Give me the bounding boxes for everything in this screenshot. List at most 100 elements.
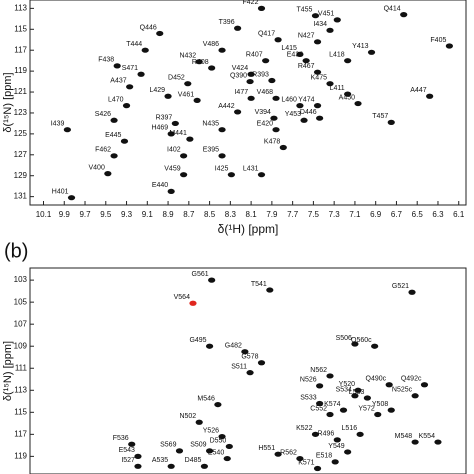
peak: [326, 81, 334, 87]
peak-label: D550: [210, 437, 227, 444]
peak: [333, 17, 341, 23]
y-tick-label: 131: [14, 192, 28, 201]
peak-label: I439: [51, 121, 65, 128]
y-tick-label: 117: [14, 429, 27, 438]
peak: [184, 81, 192, 87]
peak-label: V424: [232, 65, 248, 72]
peak: [180, 172, 188, 178]
peak-label: V459: [164, 166, 180, 173]
peak-label: V461: [178, 91, 194, 98]
peak-label: Y474: [298, 96, 314, 103]
peak-label: I527: [121, 457, 135, 464]
peak-label: S471: [122, 65, 138, 72]
peak: [234, 25, 242, 31]
peak: [313, 465, 322, 472]
peak: [316, 400, 324, 407]
y-tick-label: 103: [14, 275, 28, 284]
peak: [234, 109, 242, 115]
peak-label: N427: [298, 33, 315, 40]
peak: [141, 47, 149, 53]
peak-label: M441: [169, 130, 187, 137]
peak-label: Y508: [372, 401, 388, 408]
y-tick-label: 125: [14, 129, 28, 138]
x-tick-label: 6.9: [370, 210, 382, 219]
peak: [246, 78, 254, 85]
y-tick-label: 105: [14, 297, 28, 306]
peak: [246, 370, 254, 376]
y-tick-label: 123: [14, 108, 28, 117]
peak: [156, 30, 164, 37]
peak: [186, 136, 194, 142]
x-tick-label: 7.5: [308, 210, 320, 219]
peak: [218, 47, 226, 53]
peak-label: G495: [189, 337, 206, 344]
peak: [279, 144, 287, 151]
peak: [167, 131, 175, 137]
peak-label: D446: [300, 109, 317, 116]
peak-label: Y413: [352, 43, 368, 50]
y-axis-title: δ(¹⁵N) [ppm]: [2, 72, 14, 132]
peak-label: L553: [349, 389, 365, 396]
peak: [110, 153, 118, 159]
peak-label: N526: [300, 377, 317, 384]
peak: [137, 71, 145, 77]
peak-label: I434: [313, 21, 327, 28]
x-tick-label: 7.7: [287, 210, 299, 219]
panel-label: (b): [4, 240, 28, 262]
peak-label: S569: [160, 442, 176, 449]
peak-label: E518: [316, 453, 332, 460]
peak-label: E445: [105, 132, 121, 139]
peak: [268, 77, 276, 84]
peak: [400, 12, 408, 18]
y-tick-label: 129: [14, 171, 28, 180]
peak-label: A450: [339, 94, 355, 101]
peak-label: L415: [281, 45, 297, 52]
peak: [387, 119, 395, 125]
peak-label: N502: [179, 413, 196, 420]
peak-label: G521: [392, 283, 409, 290]
peak-label: A535: [152, 457, 168, 464]
peak-label: V468: [257, 89, 273, 96]
peak-label: H551: [258, 445, 275, 452]
peak: [205, 448, 214, 454]
y-tick-label: 117: [14, 45, 27, 54]
peak: [200, 463, 208, 469]
peak: [205, 343, 214, 349]
peak-label: Q446: [140, 24, 157, 31]
peak-label: R397: [156, 114, 173, 121]
plot-frame: [29, 0, 467, 206]
peak: [326, 27, 334, 33]
peak-label: Y520: [339, 381, 355, 388]
peak-label: Q417: [258, 31, 275, 38]
x-tick-label: 9.5: [100, 210, 112, 219]
peak-label: E440: [152, 182, 168, 189]
peak-label: A437: [110, 78, 126, 85]
peak: [326, 373, 334, 379]
peak: [313, 103, 322, 109]
y-tick-label: 107: [14, 319, 28, 328]
peak: [122, 103, 131, 109]
peak-label: A447: [410, 87, 426, 94]
peak-label: F422: [243, 0, 259, 6]
peak: [351, 393, 359, 399]
peak-label: N562: [310, 367, 327, 374]
peak-label: F536: [113, 435, 129, 442]
peak-label: R407: [246, 52, 263, 59]
y-tick-label: 111: [15, 363, 28, 372]
y-tick-label: 115: [14, 24, 27, 33]
peak-label: K522: [296, 425, 312, 432]
peak: [408, 289, 416, 295]
peak: [356, 431, 364, 437]
peak: [227, 172, 235, 178]
x-tick-label: 8.9: [163, 210, 175, 219]
peak: [445, 43, 453, 49]
peak: [296, 103, 304, 109]
peak: [313, 69, 322, 75]
peak: [316, 383, 324, 389]
peak-label: K554: [419, 433, 435, 440]
peak: [266, 287, 274, 293]
peak: [134, 453, 142, 459]
peak-label: F405: [430, 37, 446, 44]
x-tick-label: 7.1: [349, 210, 361, 219]
peak-label: R496: [318, 431, 335, 438]
